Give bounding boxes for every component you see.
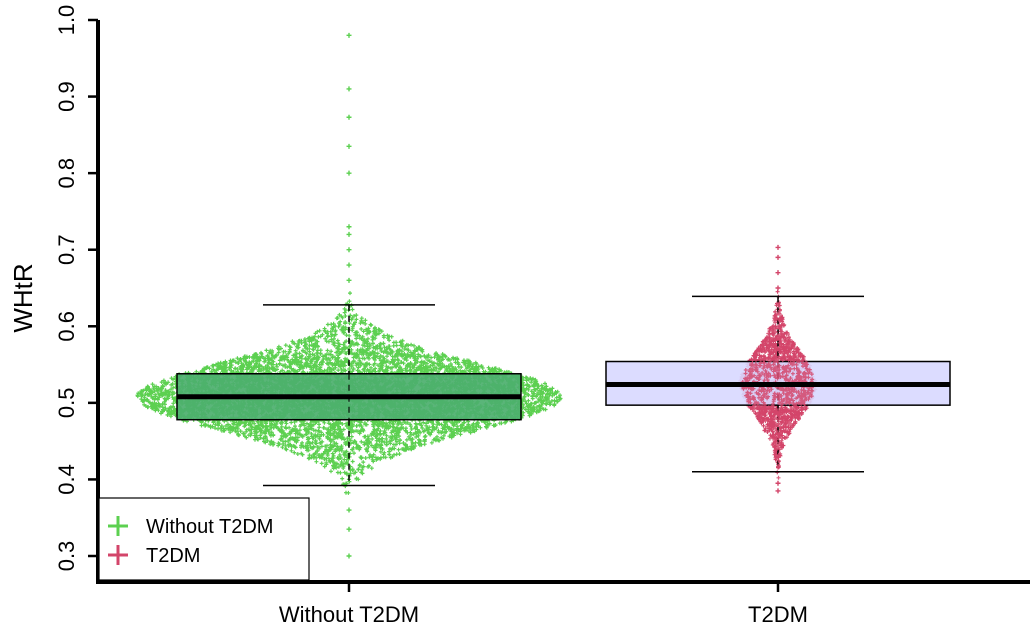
outlier-point <box>346 143 352 149</box>
legend-label: Without T2DM <box>146 516 273 538</box>
point-cloud-t2dm-overlay <box>606 308 950 480</box>
outlier-point <box>346 526 352 532</box>
boxes-layer <box>176 295 951 487</box>
y-axis-label: WHtR <box>8 263 38 332</box>
outlier-point <box>346 170 352 176</box>
y-tick-label: 0.7 <box>54 234 79 265</box>
axes-layer: 0.3 0.4 0.5 0.6 0.7 0.8 0.9 1.0 Without T2DM T2DM <box>54 5 1030 627</box>
y-tick-label: 0.9 <box>54 81 79 112</box>
legend: Without T2DM T2DM <box>98 497 310 581</box>
outlier-point <box>346 262 352 268</box>
legend-label: T2DM <box>146 545 200 567</box>
legend-marker <box>108 545 128 565</box>
y-tick-label: 0.8 <box>54 158 79 189</box>
box-without-t2dm <box>176 304 522 487</box>
outlier-point <box>346 507 352 513</box>
outlier-point <box>775 254 781 260</box>
outlier-point <box>775 270 781 276</box>
outlier-point <box>346 86 352 92</box>
outlier-point <box>775 244 781 250</box>
y-tick-label: 0.3 <box>54 541 79 572</box>
y-tick-label: 1.0 <box>54 5 79 36</box>
y-tick-label: 0.6 <box>54 311 79 342</box>
outlier-point <box>775 480 781 486</box>
x-tick-label: T2DM <box>748 602 808 627</box>
points-layer <box>135 32 818 559</box>
y-tick-label: 0.5 <box>54 388 79 419</box>
outlier-point <box>346 231 352 237</box>
outlier-point <box>346 224 352 230</box>
y-tick-label: 0.4 <box>54 464 79 495</box>
outlier-point <box>775 285 781 291</box>
legend-box <box>98 497 310 581</box>
x-tick-label: Without T2DM <box>279 602 419 627</box>
outlier-point <box>346 114 352 120</box>
outlier-point <box>346 277 352 283</box>
legend-marker <box>108 516 128 536</box>
outlier-point <box>346 32 352 38</box>
outlier-point <box>775 488 781 494</box>
outlier-point <box>346 247 352 253</box>
outlier-point <box>346 553 352 559</box>
